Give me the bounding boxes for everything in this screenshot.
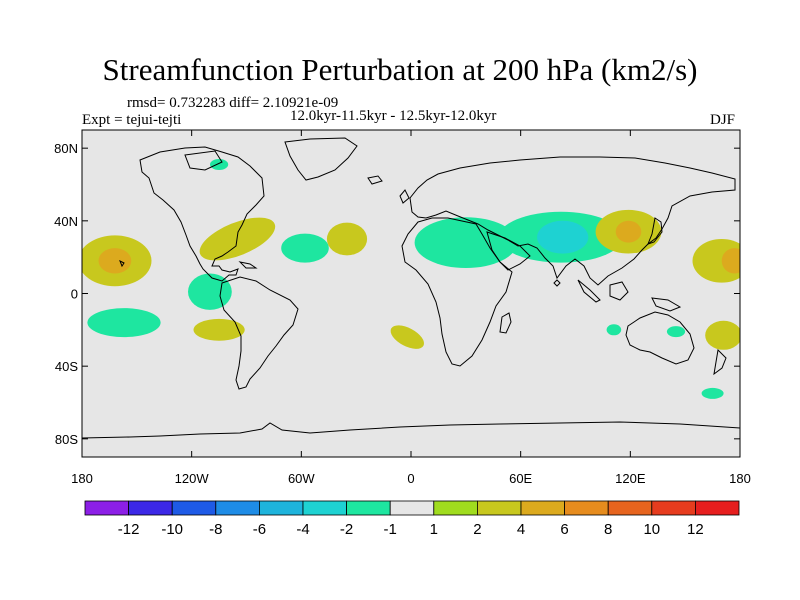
- coastline-borneo: [609, 281, 629, 301]
- anomaly-region: [98, 248, 132, 274]
- map-background: [82, 130, 740, 457]
- coastline-north-america: [139, 146, 265, 282]
- x-tick-label: 120W: [175, 471, 210, 486]
- x-tick-label: 180: [729, 471, 751, 486]
- coastline-hawaii: [119, 259, 125, 268]
- anomaly-region: [666, 326, 686, 338]
- colorbar-swatch: [171, 500, 217, 516]
- colorbar-label: -8: [209, 521, 222, 538]
- x-tick-label: 60W: [288, 471, 315, 486]
- anomaly-region: [705, 320, 740, 350]
- anomaly-region: [210, 159, 229, 170]
- coastline-australia: [625, 311, 695, 365]
- x-tick-label: 120E: [615, 471, 646, 486]
- coastline-sumatra: [577, 279, 601, 303]
- colorbar-label: 2: [473, 521, 481, 538]
- anomaly-region: [606, 324, 622, 336]
- coastline-new-zealand: [713, 348, 727, 376]
- coastline-japan: [647, 217, 663, 245]
- y-axis: 80N 40N 0 40S 80S: [54, 141, 740, 447]
- colorbar-label: 1: [430, 521, 438, 538]
- colorbar-swatch: [433, 500, 478, 516]
- y-tick-label: 0: [71, 287, 78, 302]
- colorbar-swatch: [128, 500, 173, 516]
- colorbar-label: -12: [118, 521, 140, 538]
- colorbar-swatch: [476, 500, 522, 516]
- coastline-eurasia: [409, 156, 736, 286]
- colorbar: -12 -10 -8 -6 -4 -2 -1 1 2 4 6 8 10 12: [84, 500, 740, 538]
- anomaly-region: [326, 222, 368, 256]
- colorbar-swatch: [695, 500, 740, 516]
- y-tick-label: 40N: [54, 214, 78, 229]
- coastline-new-guinea: [651, 297, 682, 312]
- colorbar-swatch: [564, 500, 609, 516]
- coastline-madagascar: [499, 312, 512, 334]
- colorbar-label: 6: [560, 521, 568, 538]
- anomaly-region: [721, 248, 740, 274]
- x-tick-label: 180: [71, 471, 93, 486]
- coastline-layer: [82, 137, 740, 457]
- coastline-greenland: [284, 137, 358, 181]
- colorbar-label: -10: [161, 521, 183, 538]
- stats-line: rmsd= 0.732283 diff= 2.10921e-09: [127, 95, 339, 111]
- y-tick-label: 80N: [54, 141, 78, 156]
- anomaly-layer: [82, 159, 740, 399]
- anomaly-region: [281, 233, 329, 263]
- anomaly-region: [701, 387, 724, 399]
- colorbar-label: 10: [643, 521, 660, 538]
- colorbar-label: -6: [253, 521, 266, 538]
- coastline-africa: [401, 217, 513, 367]
- anomaly-region: [390, 325, 425, 349]
- season-label: DJF: [710, 112, 736, 128]
- colorbar-swatch: [302, 500, 347, 516]
- coastline-south-america: [219, 276, 299, 390]
- anomaly-region: [87, 308, 161, 338]
- anomaly-region: [188, 273, 232, 310]
- x-tick-label: 0: [407, 471, 414, 486]
- colorbar-label: -2: [340, 521, 353, 538]
- x-tick-label: 60E: [509, 471, 532, 486]
- period-line: 12.0kyr-11.5kyr - 12.5kyr-12.0kyr: [290, 108, 497, 124]
- colorbar-swatch: [258, 500, 304, 516]
- chart-title: Streamfunction Perturbation at 200 hPa (…: [102, 52, 698, 87]
- coastline-arabia: [486, 231, 531, 271]
- colorbar-swatch: [215, 500, 260, 516]
- anomaly-region: [537, 220, 589, 254]
- anomaly-region: [615, 220, 642, 243]
- coastline-british-isles: [399, 189, 410, 204]
- colorbar-swatch: [651, 500, 696, 516]
- colorbar-swatch: [84, 500, 129, 516]
- colorbar-label: 8: [604, 521, 612, 538]
- colorbar-swatch: [389, 500, 435, 516]
- anomaly-region: [414, 217, 517, 268]
- colorbar-swatch: [346, 500, 391, 516]
- coastline-iceland: [367, 175, 383, 185]
- colorbar-swatch: [520, 500, 565, 516]
- y-tick-label: 40S: [55, 359, 78, 374]
- experiment-label: Expt = tejui-tejti: [82, 112, 182, 128]
- coastline-antarctica: [82, 421, 740, 457]
- colorbar-label: 4: [517, 521, 525, 538]
- x-axis: 180 120W 60W 0 60E 120E 180: [71, 130, 751, 486]
- coastline-canadian-archipelago: [184, 150, 223, 171]
- anomaly-region: [193, 318, 245, 341]
- colorbar-label: 12: [687, 521, 704, 538]
- coastline-sri-lanka: [553, 279, 561, 287]
- colorbar-label: -4: [296, 521, 309, 538]
- y-tick-label: 80S: [55, 432, 78, 447]
- colorbar-label: -1: [384, 521, 397, 538]
- coastline-caribbean: [238, 261, 258, 269]
- colorbar-swatch: [607, 500, 653, 516]
